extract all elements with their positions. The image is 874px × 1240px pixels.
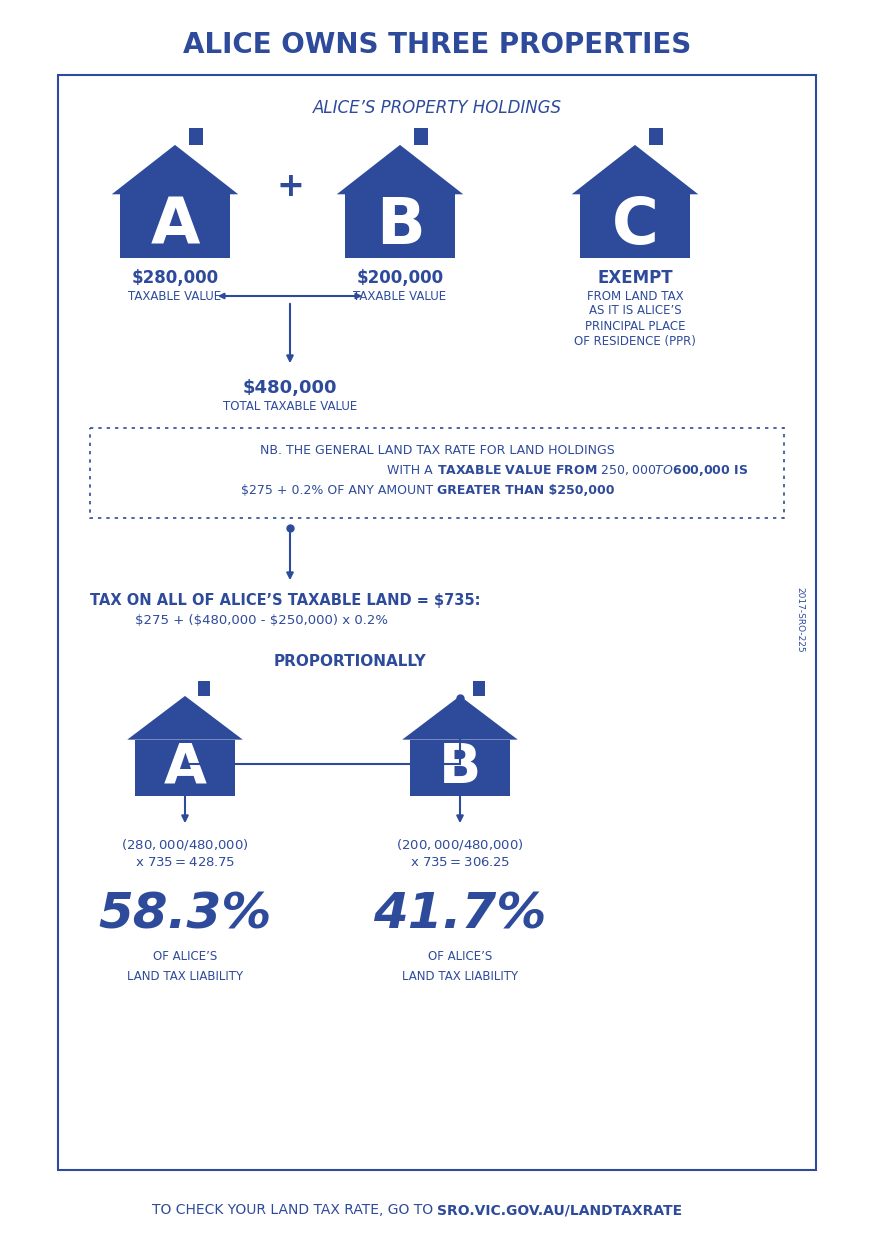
Text: B: B	[376, 195, 425, 257]
Text: 58.3%: 58.3%	[98, 890, 272, 937]
Polygon shape	[649, 128, 662, 145]
Polygon shape	[128, 696, 243, 739]
Polygon shape	[413, 128, 427, 145]
Text: A: A	[150, 195, 199, 257]
Polygon shape	[579, 195, 690, 258]
Polygon shape	[572, 145, 698, 195]
Text: A: A	[163, 740, 206, 795]
Text: AS IT IS ALICE’S: AS IT IS ALICE’S	[589, 305, 682, 317]
Polygon shape	[189, 128, 203, 145]
Text: TAXABLE VALUE: TAXABLE VALUE	[128, 289, 222, 303]
Text: ($200,000/$480,000): ($200,000/$480,000)	[396, 837, 524, 852]
Text: $480,000: $480,000	[243, 379, 337, 397]
Text: B: B	[439, 740, 481, 795]
Polygon shape	[336, 145, 463, 195]
Text: OF RESIDENCE (PPR): OF RESIDENCE (PPR)	[574, 335, 696, 347]
Text: SRO.VIC.GOV.AU/LANDTAXRATE: SRO.VIC.GOV.AU/LANDTAXRATE	[437, 1203, 682, 1216]
Polygon shape	[112, 145, 239, 195]
FancyBboxPatch shape	[58, 74, 816, 1171]
Text: TOTAL TAXABLE VALUE: TOTAL TAXABLE VALUE	[223, 399, 357, 413]
Polygon shape	[198, 681, 211, 696]
Text: ($280,000/$480,000): ($280,000/$480,000)	[121, 837, 249, 852]
Polygon shape	[345, 195, 455, 258]
Polygon shape	[402, 696, 517, 739]
Text: x $735 = $428.75: x $735 = $428.75	[135, 856, 235, 868]
Text: TO CHECK YOUR LAND TAX RATE, GO TO: TO CHECK YOUR LAND TAX RATE, GO TO	[151, 1203, 437, 1216]
Text: 41.7%: 41.7%	[373, 890, 547, 937]
Text: EXEMPT: EXEMPT	[597, 269, 673, 286]
Text: ALICE OWNS THREE PROPERTIES: ALICE OWNS THREE PROPERTIES	[183, 31, 691, 60]
Polygon shape	[120, 195, 230, 258]
Text: x $735 = $306.25: x $735 = $306.25	[410, 856, 510, 868]
Text: TAX ON ALL OF ALICE’S TAXABLE LAND = $735:: TAX ON ALL OF ALICE’S TAXABLE LAND = $73…	[90, 594, 481, 609]
Polygon shape	[135, 739, 235, 796]
Text: NB. THE GENERAL LAND TAX RATE FOR LAND HOLDINGS: NB. THE GENERAL LAND TAX RATE FOR LAND H…	[260, 444, 614, 456]
Text: $275 + ($480,000 - $250,000) x 0.2%: $275 + ($480,000 - $250,000) x 0.2%	[135, 615, 388, 627]
Text: FROM LAND TAX: FROM LAND TAX	[586, 289, 683, 303]
Text: GREATER THAN $250,000: GREATER THAN $250,000	[437, 484, 614, 496]
Polygon shape	[410, 739, 510, 796]
Text: C: C	[612, 195, 658, 257]
Text: OF ALICE’S
LAND TAX LIABILITY: OF ALICE’S LAND TAX LIABILITY	[402, 950, 518, 982]
Text: TAXABLE VALUE FROM $250,000 TO $600,000 IS: TAXABLE VALUE FROM $250,000 TO $600,000 …	[437, 463, 748, 477]
Text: WITH A: WITH A	[387, 464, 437, 476]
Text: $275 + 0.2% OF ANY AMOUNT: $275 + 0.2% OF ANY AMOUNT	[240, 484, 437, 496]
Text: PRINCIPAL PLACE: PRINCIPAL PLACE	[585, 320, 685, 332]
Text: +: +	[276, 170, 304, 203]
Polygon shape	[473, 681, 485, 696]
Text: $200,000: $200,000	[357, 269, 444, 286]
Text: TAXABLE VALUE: TAXABLE VALUE	[353, 289, 447, 303]
Text: PROPORTIONALLY: PROPORTIONALLY	[274, 653, 427, 668]
FancyBboxPatch shape	[90, 428, 784, 518]
Text: ALICE’S PROPERTY HOLDINGS: ALICE’S PROPERTY HOLDINGS	[313, 99, 561, 117]
Text: $280,000: $280,000	[131, 269, 218, 286]
Text: OF ALICE’S
LAND TAX LIABILITY: OF ALICE’S LAND TAX LIABILITY	[127, 950, 243, 982]
Text: 2017-SRO-225: 2017-SRO-225	[795, 588, 804, 652]
